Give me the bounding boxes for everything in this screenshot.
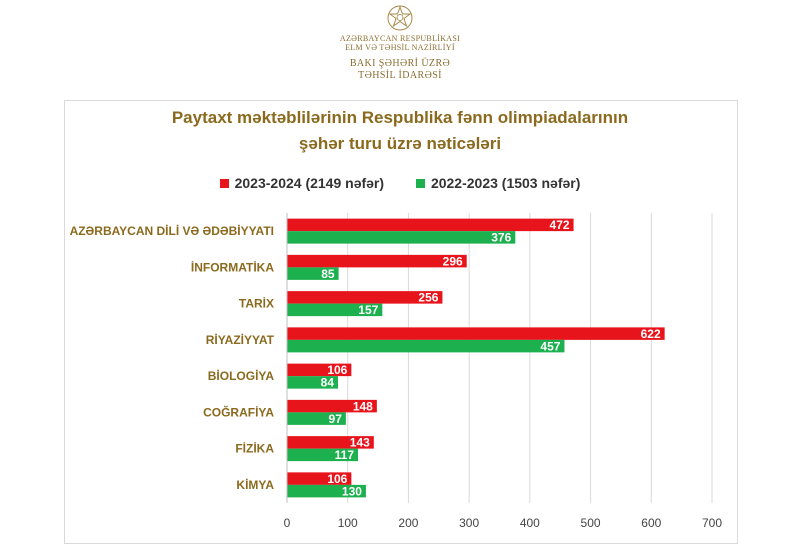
bar-2022-2023 xyxy=(287,448,359,462)
data-label: 106 xyxy=(327,472,347,486)
bar-2022-2023 xyxy=(287,231,516,244)
bar-2022-2023 xyxy=(287,412,346,425)
chart-card xyxy=(64,100,738,544)
category-label: BİOLOGİYA xyxy=(208,368,275,383)
bar-2022-2023 xyxy=(287,303,383,317)
x-tick-label: 300 xyxy=(459,516,479,530)
bar-2022-2023 xyxy=(287,484,366,498)
dept-line-1: BAKI ŞƏHƏRİ ÜZRƏ xyxy=(349,58,451,69)
x-tick-label: 0 xyxy=(284,516,291,530)
legend-swatch-green xyxy=(415,179,425,188)
legend-swatch-red xyxy=(219,179,229,188)
x-tick-label: 700 xyxy=(702,516,722,530)
data-label: 117 xyxy=(335,448,355,462)
x-tick-label: 400 xyxy=(520,516,540,530)
legend-item-2022-2023: 2022-2023 (1503 nəfər) xyxy=(415,175,581,191)
category-label: İNFORMATİKA xyxy=(191,259,274,274)
chart-legend: 2023-2024 (2149 nəfər) 2022-2023 (1503 n… xyxy=(0,175,800,191)
legend-label-2023-2024: 2023-2024 (2149 nəfər) xyxy=(234,175,385,191)
category-label: FİZİKA xyxy=(235,441,274,456)
bar-2022-2023 xyxy=(287,267,339,280)
legend-item-2023-2024: 2023-2024 (2149 nəfər) xyxy=(219,175,385,191)
chart-title-line-1: Paytaxt məktəblilərinin Respublika fənn … xyxy=(171,108,629,127)
bar-2023-2024 xyxy=(287,327,665,340)
data-label: 97 xyxy=(329,412,343,426)
bar-2022-2023 xyxy=(287,339,565,353)
bar-2023-2024 xyxy=(287,436,374,449)
data-label: 376 xyxy=(491,231,511,245)
data-label: 622 xyxy=(641,327,661,341)
category-label: COĞRAFİYA xyxy=(203,404,274,419)
data-label: 256 xyxy=(418,291,438,305)
data-label: 106 xyxy=(327,363,347,377)
dept-line-2: TƏHSİL İDARƏSİ xyxy=(358,70,442,81)
data-label: 296 xyxy=(443,254,463,268)
star-emblem-icon xyxy=(387,5,413,31)
data-label: 130 xyxy=(342,484,362,498)
bar-2023-2024 xyxy=(287,254,467,268)
data-label: 143 xyxy=(350,436,370,450)
category-label: TARİX xyxy=(239,296,274,311)
data-label: 148 xyxy=(353,399,373,413)
chart-title-line-2: şəhər turu üzrə nəticələri xyxy=(298,134,502,153)
category-label: KİMYA xyxy=(236,477,274,492)
data-label: 84 xyxy=(321,376,335,390)
data-label: 157 xyxy=(358,303,378,317)
bar-2023-2024 xyxy=(287,399,377,413)
category-label: AZƏRBAYCAN DİLİ VƏ ƏDƏBİYYATI xyxy=(70,223,274,238)
legend-label-2022-2023: 2022-2023 (1503 nəfər) xyxy=(430,175,581,191)
bar-2023-2024 xyxy=(287,218,574,232)
x-tick-label: 500 xyxy=(581,516,601,530)
data-label: 472 xyxy=(550,218,570,232)
bar-2023-2024 xyxy=(287,363,352,377)
bar-2023-2024 xyxy=(287,291,443,304)
category-label: RİYAZİYYAT xyxy=(206,332,275,347)
x-tick-label: 200 xyxy=(398,516,418,530)
data-label: 457 xyxy=(540,339,560,353)
bar-2022-2023 xyxy=(287,376,338,389)
data-label: 85 xyxy=(321,267,335,281)
bar-2023-2024 xyxy=(287,472,352,485)
x-tick-label: 100 xyxy=(338,516,358,530)
x-tick-label: 600 xyxy=(641,516,661,530)
org-line-1: AZƏRBAYCAN RESPUBLİKASI xyxy=(339,34,461,43)
org-line-2: ELM VƏ TƏHSİL NAZİRLİYİ xyxy=(345,43,455,52)
